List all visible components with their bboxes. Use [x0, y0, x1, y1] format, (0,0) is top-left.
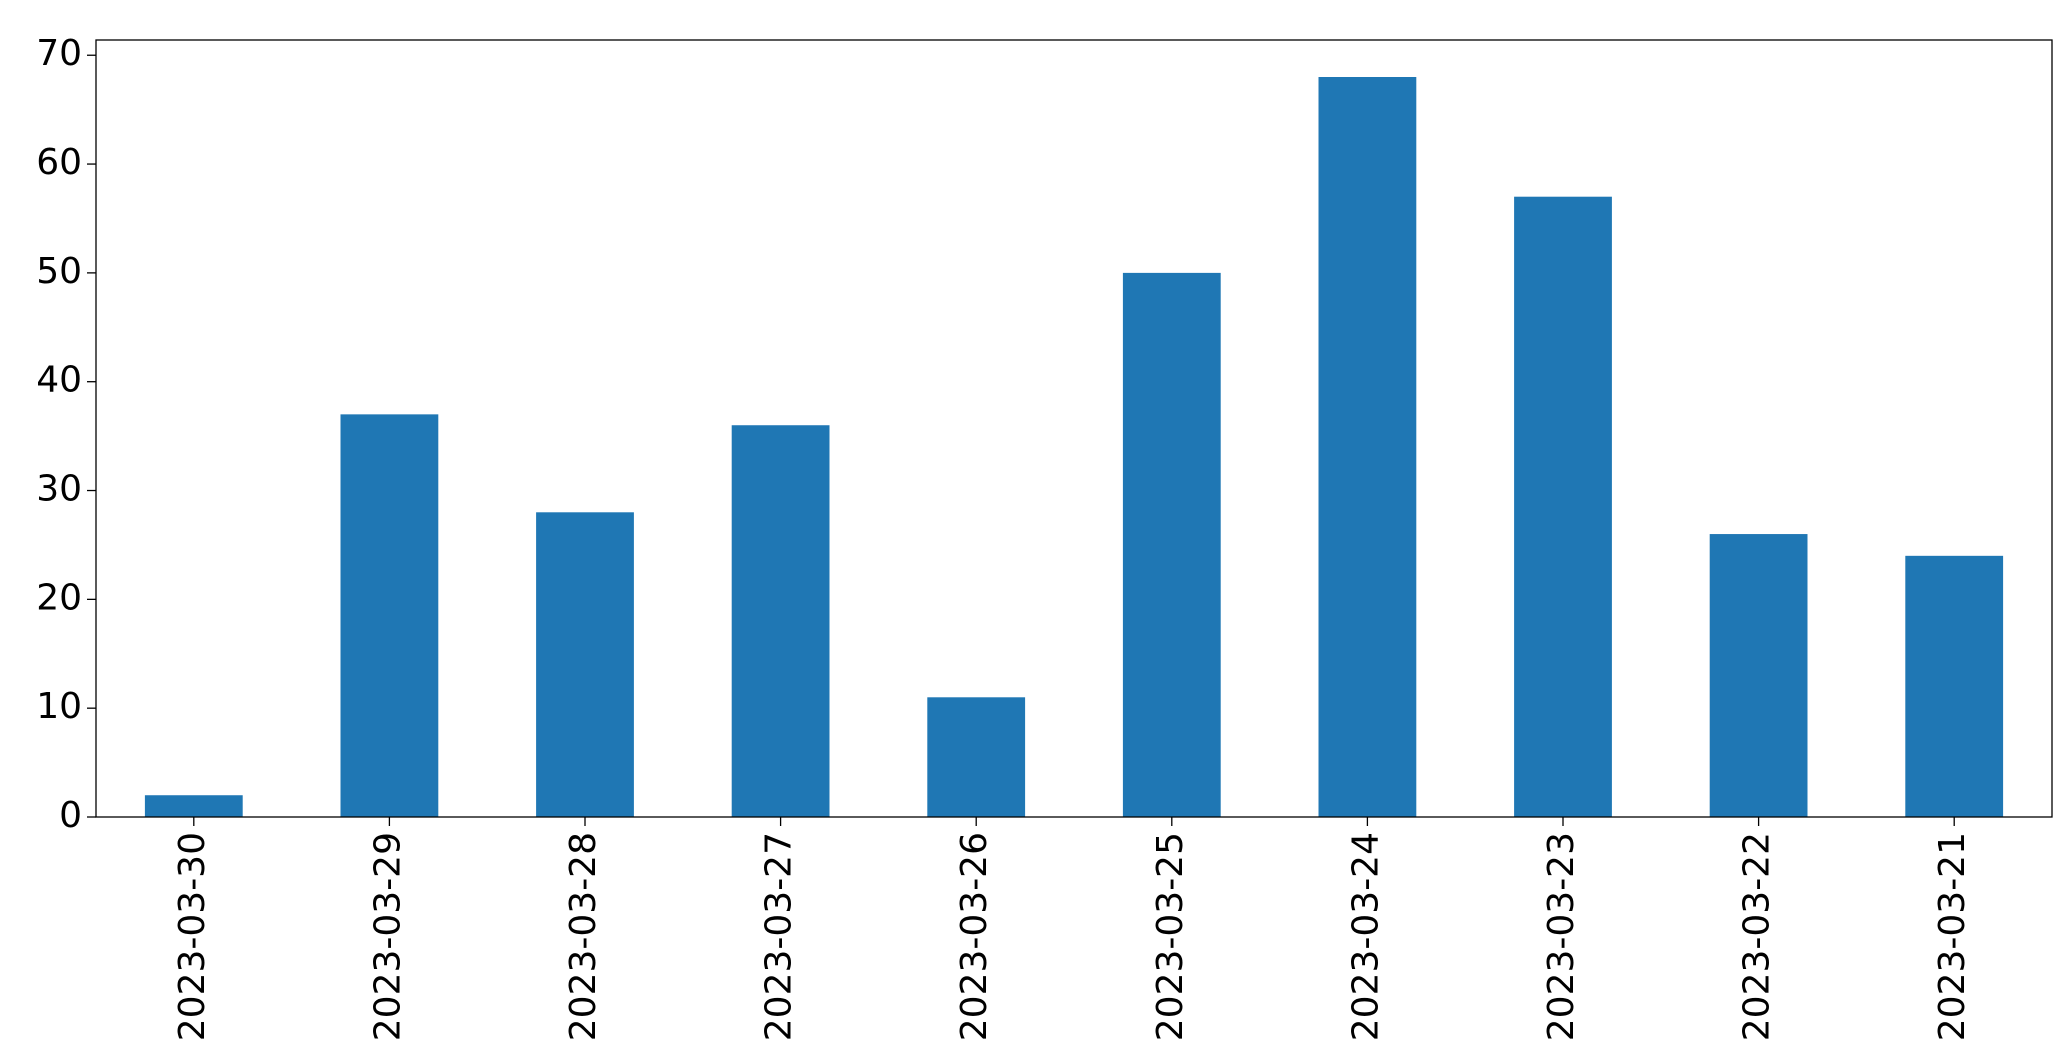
x-tick-label: 2023-03-21 [1932, 832, 1973, 1041]
bar [536, 512, 634, 817]
bar [1514, 196, 1612, 818]
x-tick-label: 2023-03-22 [1737, 832, 1778, 1041]
x-tick-label: 2023-03-28 [563, 832, 604, 1041]
x-tick-label: 2023-03-30 [172, 832, 213, 1041]
plot-frame [95, 39, 2053, 818]
y-tick-label: 50 [36, 251, 82, 292]
bar [731, 425, 830, 817]
bar [927, 697, 1026, 817]
bar [1709, 534, 1808, 817]
y-tick-label: 20 [36, 577, 82, 618]
y-tick-label: 60 [36, 142, 82, 183]
x-tick-label: 2023-03-23 [1541, 832, 1582, 1041]
bar [1905, 555, 2004, 817]
y-tick-label: 10 [36, 686, 82, 727]
x-tick-label: 2023-03-25 [1150, 832, 1191, 1041]
x-tick-label: 2023-03-29 [367, 832, 408, 1041]
x-tick-label: 2023-03-27 [759, 832, 800, 1041]
y-tick-label: 30 [36, 469, 82, 510]
x-tick-label: 2023-03-26 [954, 832, 995, 1041]
bar [340, 414, 439, 817]
x-tick-label: 2023-03-24 [1345, 832, 1386, 1041]
y-tick-label: 40 [36, 360, 82, 401]
y-tick-label: 0 [59, 795, 82, 836]
bar [1318, 77, 1417, 817]
bar [144, 795, 243, 817]
y-tick-label: 70 [36, 33, 82, 74]
bar [1122, 272, 1221, 818]
